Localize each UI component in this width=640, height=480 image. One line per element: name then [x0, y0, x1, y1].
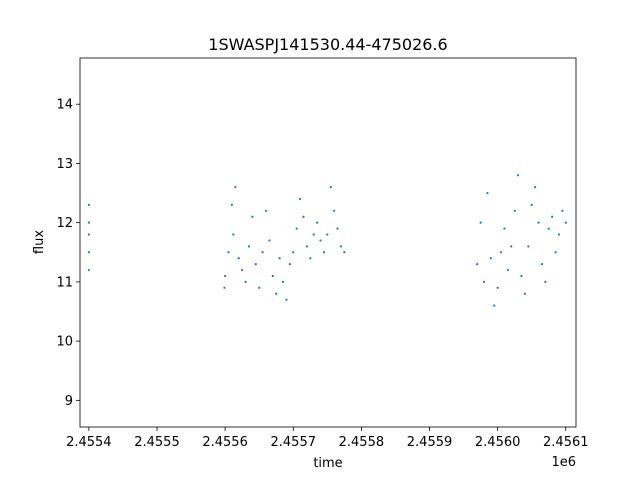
y-axis-label: flux	[32, 230, 47, 254]
data-point	[87, 203, 90, 206]
data-point	[527, 245, 530, 248]
data-point	[316, 221, 319, 224]
data-point	[224, 274, 227, 278]
data-point	[564, 221, 567, 224]
data-point	[87, 233, 90, 236]
data-point	[295, 227, 298, 230]
x-tick-label: 2.4555	[134, 435, 180, 450]
data-point	[326, 233, 329, 236]
data-point	[343, 251, 346, 254]
data-point	[493, 304, 496, 307]
data-point	[302, 215, 305, 218]
data-point	[513, 209, 516, 212]
data-point	[506, 268, 509, 272]
data-point	[281, 280, 285, 283]
data-point	[232, 233, 235, 236]
data-point	[227, 251, 230, 254]
data-point	[482, 280, 486, 283]
data-point	[261, 251, 264, 254]
data-point	[305, 245, 308, 248]
x-tick-label: 2.4554	[66, 435, 112, 450]
data-point	[510, 245, 513, 248]
x-axis-offset-label: 1e6	[551, 455, 576, 470]
data-point	[557, 233, 561, 236]
data-point	[336, 227, 339, 230]
data-point	[230, 203, 234, 206]
data-point	[87, 221, 90, 224]
data-point	[278, 257, 281, 260]
data-point	[551, 215, 554, 218]
y-tick-label: 14	[56, 98, 73, 113]
data-point	[339, 245, 343, 248]
y-axis-ticks: 9 10 11 12 13 14	[56, 98, 80, 409]
data-point	[496, 286, 499, 289]
data-point	[292, 251, 295, 254]
data-point	[271, 274, 274, 278]
data-point	[258, 286, 261, 289]
data-point	[530, 203, 533, 206]
data-point	[234, 186, 237, 189]
data-point	[254, 263, 257, 266]
x-tick-label: 2.4560	[475, 435, 521, 450]
data-point	[264, 209, 268, 212]
data-point	[312, 233, 315, 236]
data-point	[251, 215, 254, 218]
data-point	[489, 257, 492, 260]
data-point	[241, 268, 244, 272]
data-point	[554, 251, 557, 254]
y-tick-label: 9	[65, 394, 73, 409]
data-point	[87, 268, 90, 272]
chart-title: 1SWASPJ141530.44-475026.6	[208, 35, 447, 54]
data-point	[223, 286, 226, 289]
data-point	[476, 263, 479, 266]
data-point	[544, 280, 547, 283]
data-point	[516, 174, 520, 177]
y-tick-label: 12	[56, 216, 73, 231]
y-tick-label: 11	[56, 275, 73, 290]
data-point	[537, 221, 540, 224]
data-point	[285, 298, 288, 301]
data-point	[275, 292, 278, 295]
data-point	[520, 274, 523, 278]
data-point	[87, 251, 90, 254]
x-tick-label: 2.4556	[202, 435, 248, 450]
data-point	[309, 257, 312, 260]
data-point	[237, 257, 240, 260]
data-point	[298, 197, 302, 201]
data-point	[244, 280, 247, 283]
scatter-points	[87, 174, 567, 307]
data-point	[479, 221, 482, 224]
data-point	[540, 263, 544, 266]
data-point	[486, 191, 489, 195]
x-tick-label: 2.4559	[407, 435, 453, 450]
data-point	[499, 251, 503, 254]
data-point	[268, 239, 271, 242]
data-point	[329, 186, 332, 189]
x-axis-label: time	[313, 456, 342, 471]
data-point	[319, 239, 322, 242]
plot-frame	[79, 57, 577, 428]
data-point	[547, 227, 550, 230]
y-tick-label: 10	[56, 335, 73, 350]
data-point	[247, 245, 251, 248]
data-point	[534, 186, 537, 189]
data-point	[561, 209, 564, 212]
y-tick-label: 13	[56, 157, 73, 172]
data-point	[333, 209, 336, 212]
data-point	[523, 292, 527, 295]
x-tick-label: 2.4561	[543, 435, 589, 450]
data-point	[503, 227, 506, 230]
data-point	[322, 251, 326, 254]
x-tick-label: 2.4558	[339, 435, 385, 450]
x-axis-ticks: 2.4554 2.4555 2.4556 2.4557 2.4558 2.4559 2.45…	[66, 427, 589, 450]
data-point	[288, 263, 291, 266]
x-tick-label: 2.4557	[271, 435, 317, 450]
